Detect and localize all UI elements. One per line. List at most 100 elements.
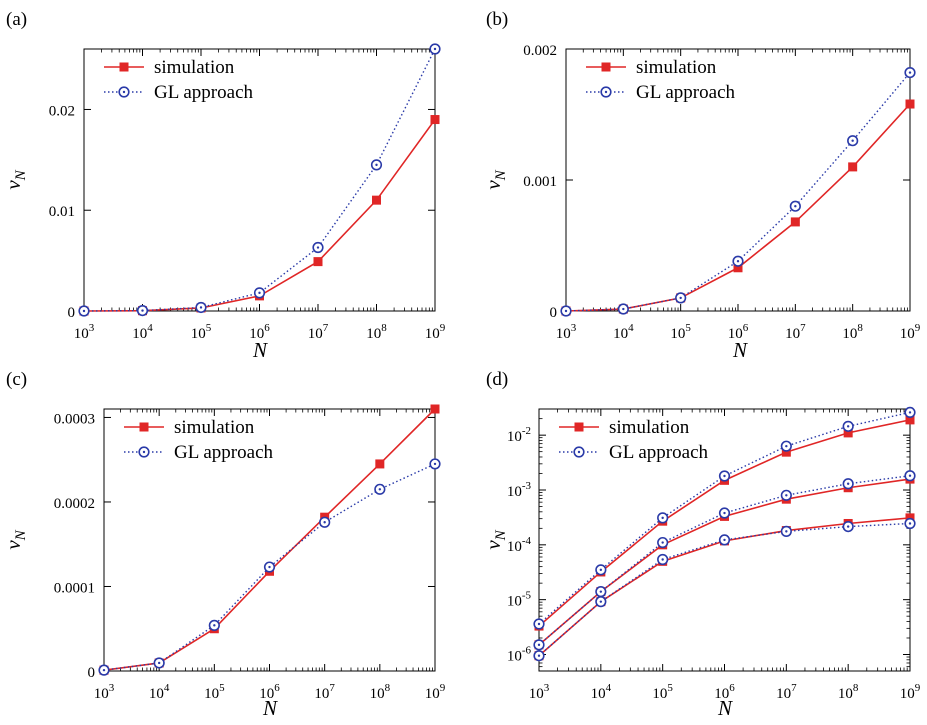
gl-point-dot xyxy=(268,565,271,569)
x-tick-label: 106 xyxy=(249,322,270,342)
gl-point-dot xyxy=(794,205,797,208)
gl-point-dot xyxy=(679,296,682,300)
x-tick-label: 109 xyxy=(900,682,921,702)
y-tick-label: 10-2 xyxy=(507,425,531,445)
y-tick-label: 0.0003 xyxy=(54,411,95,427)
x-tick-label: 104 xyxy=(591,682,612,702)
legend-simulation-marker xyxy=(601,62,611,72)
gl-point xyxy=(780,525,792,537)
gl-point xyxy=(718,507,731,519)
legend-gl-label: GL approach xyxy=(154,82,253,103)
gl-point xyxy=(595,586,607,598)
y-axis-label: vN xyxy=(481,169,509,189)
gl-point xyxy=(904,406,916,419)
series-gl-approach-2 xyxy=(560,66,916,317)
series-simulation-1 xyxy=(79,115,440,316)
x-tick-label: 104 xyxy=(149,682,170,702)
simulation-point xyxy=(905,513,915,523)
gl-point-dot xyxy=(908,71,912,74)
gl-point xyxy=(780,489,792,501)
gl-point-dot xyxy=(846,525,850,528)
gl-point xyxy=(657,536,669,549)
x-tick-label: 109 xyxy=(425,682,446,702)
legend-gl-label: GL approach xyxy=(636,82,735,103)
gl-point-dot xyxy=(157,661,161,665)
legend-gl-marker xyxy=(573,446,585,458)
gl-point-dot xyxy=(908,474,912,477)
y-tick-label: 0 xyxy=(88,665,96,681)
panel-label: (b) xyxy=(486,9,508,30)
x-tick-label: 108 xyxy=(838,682,859,702)
x-tick-label: 109 xyxy=(425,322,446,342)
x-tick-label: 103 xyxy=(94,682,115,702)
gl-point xyxy=(842,478,854,490)
gl-point-dot xyxy=(213,624,216,627)
legend: simulation GL approach xyxy=(559,417,708,463)
gl-point xyxy=(533,650,545,662)
legend-gl-label: GL approach xyxy=(174,442,273,463)
gl-point xyxy=(595,596,607,608)
panel-label: (a) xyxy=(6,9,27,30)
x-tick-label: 106 xyxy=(728,322,749,342)
gl-point xyxy=(904,470,916,482)
chart-panel-3: (c) 103 104 105 106 107 108 109 0 0.0001 0.0002 0.0… xyxy=(1,369,446,720)
series-line xyxy=(565,103,911,312)
x-tick-label: 105 xyxy=(652,682,673,702)
legend-gl-marker-dot xyxy=(142,450,146,454)
gl-point-dot xyxy=(599,590,603,593)
x-axis-label: N xyxy=(717,696,733,720)
gl-point xyxy=(657,512,669,524)
gl-point xyxy=(370,159,383,171)
gl-point xyxy=(374,483,386,495)
series-gl-approach-2 xyxy=(78,43,441,317)
legend: simulation GL approach xyxy=(586,57,735,103)
gl-point-dot xyxy=(564,309,568,313)
x-axis-label: N xyxy=(732,338,748,362)
simulation-point xyxy=(313,257,323,267)
gl-point xyxy=(732,255,744,267)
gl-point xyxy=(78,305,90,317)
gl-point xyxy=(904,517,916,530)
x-tick-label: 105 xyxy=(670,322,691,342)
gl-point xyxy=(560,305,572,317)
legend-simulation-marker xyxy=(139,422,149,432)
simulation-point xyxy=(372,195,381,205)
x-tick-label: 108 xyxy=(842,322,863,342)
gl-point-dot xyxy=(323,521,326,524)
gl-point-dot xyxy=(785,494,788,497)
gl-point-dot xyxy=(599,600,603,603)
series-line xyxy=(83,48,436,312)
simulation-point xyxy=(781,447,791,457)
panel-label: (c) xyxy=(6,369,27,390)
gl-point-dot xyxy=(846,425,850,428)
gl-point-dot xyxy=(433,47,437,51)
gl-point-dot xyxy=(908,411,912,414)
y-tick-label: 0 xyxy=(550,305,558,321)
legend-gl-marker-dot xyxy=(577,450,581,454)
simulation-point xyxy=(430,115,440,125)
simulation-point xyxy=(375,459,385,469)
gl-point-dot xyxy=(736,260,740,263)
legend: simulation GL approach xyxy=(124,417,273,463)
gl-point-dot xyxy=(537,622,541,626)
legend-simulation-label: simulation xyxy=(636,57,717,78)
legend-gl-marker xyxy=(138,446,150,458)
series-gl-approach-2 xyxy=(533,406,916,630)
gl-point xyxy=(208,619,220,631)
series-gl-approach-2 xyxy=(98,458,441,676)
legend-gl-marker xyxy=(600,86,612,98)
y-tick-label: 0.001 xyxy=(523,174,557,190)
gl-point-dot xyxy=(908,522,912,525)
x-tick-label: 108 xyxy=(366,322,387,342)
x-tick-label: 106 xyxy=(714,682,735,702)
x-tick-label: 107 xyxy=(785,322,806,342)
simulation-point xyxy=(905,415,915,425)
x-tick-label: 103 xyxy=(529,682,550,702)
series-line xyxy=(538,475,911,646)
legend-gl-marker xyxy=(118,86,130,98)
gl-point xyxy=(675,292,687,304)
simulation-point xyxy=(790,217,800,227)
legend-simulation-label: simulation xyxy=(154,57,235,78)
